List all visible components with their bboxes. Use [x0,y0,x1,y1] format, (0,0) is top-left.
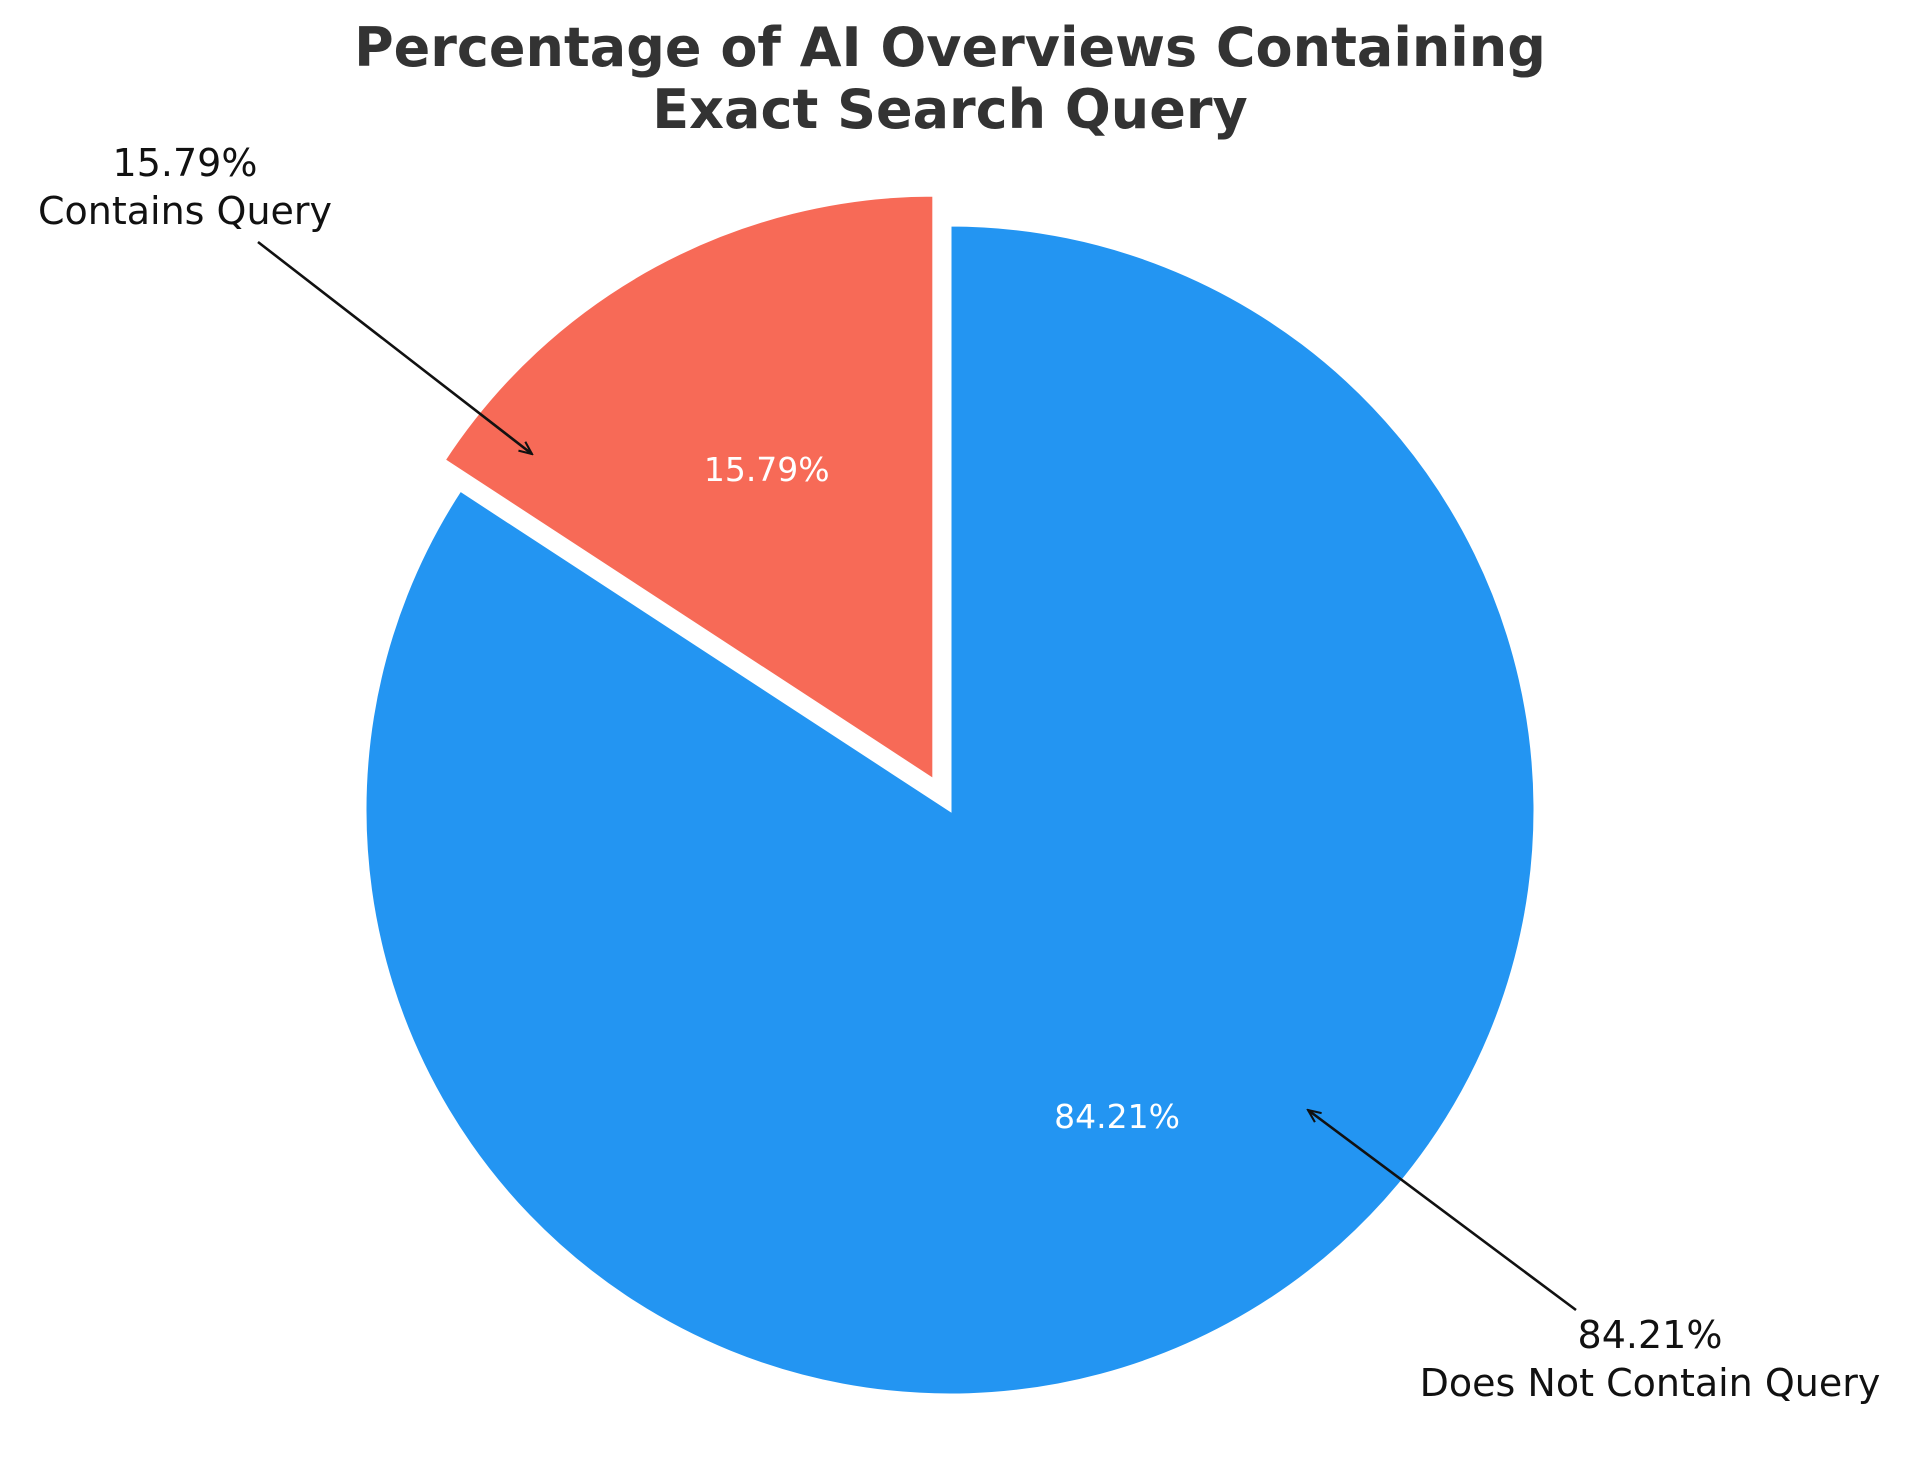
chart-title-line-1: Percentage of AI Overviews Containing [354,16,1546,79]
chart-title: Percentage of AI Overviews Containing Ex… [354,16,1546,141]
slice-percent-label: 84.21% [1054,1097,1180,1136]
pie-slice-does-not-contain-query [363,223,1537,1397]
callout-value: 15.79% [113,141,258,185]
slice-percent-label: 15.79% [704,450,830,489]
pie-slice-contains-query [441,193,936,783]
callout-arrow [1308,1110,1577,1312]
slice-callout: 84.21%Does Not Contain Query [1308,1110,1880,1405]
callout-value: 84.21% [1578,1313,1723,1357]
pie-slices [363,193,1537,1397]
callout-label: Contains Query [38,189,332,233]
chart-title-line-2: Exact Search Query [652,78,1247,141]
callout-label: Does Not Contain Query [1420,1361,1881,1405]
callout-arrow [257,240,532,454]
slice-callout: 15.79%Contains Query [38,141,532,454]
slice-percent-labels: 15.79% 84.21% [704,450,1180,1136]
